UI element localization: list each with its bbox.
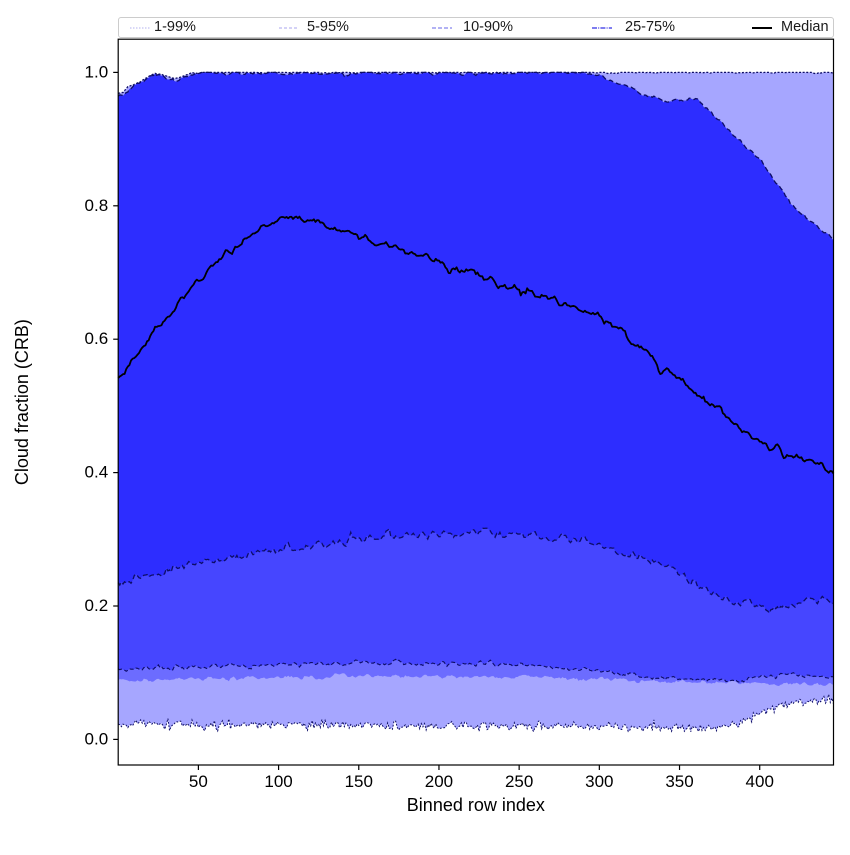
svg-text:0.4: 0.4 xyxy=(85,463,109,482)
svg-text:Binned row index: Binned row index xyxy=(407,795,545,815)
svg-text:400: 400 xyxy=(746,772,774,791)
svg-text:50: 50 xyxy=(189,772,208,791)
svg-text:250: 250 xyxy=(505,772,533,791)
svg-text:Cloud fraction (CRB): Cloud fraction (CRB) xyxy=(12,319,32,485)
svg-text:0.2: 0.2 xyxy=(85,596,109,615)
svg-text:150: 150 xyxy=(345,772,373,791)
svg-text:300: 300 xyxy=(585,772,613,791)
svg-text:0.8: 0.8 xyxy=(85,196,109,215)
svg-text:100: 100 xyxy=(264,772,292,791)
svg-text:200: 200 xyxy=(425,772,453,791)
svg-text:350: 350 xyxy=(665,772,693,791)
svg-text:0.6: 0.6 xyxy=(85,329,109,348)
svg-text:1.0: 1.0 xyxy=(85,62,109,81)
svg-text:0.0: 0.0 xyxy=(85,729,109,748)
